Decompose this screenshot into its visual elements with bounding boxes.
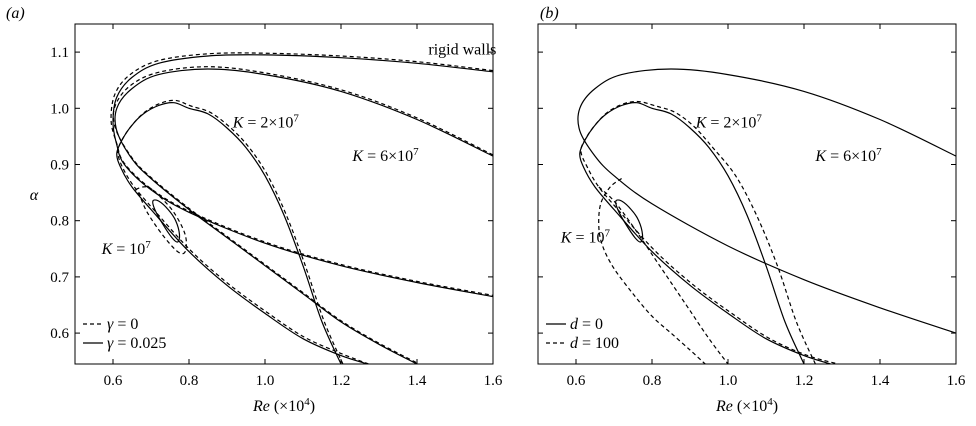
x-tick-label: 0.6 — [567, 373, 586, 389]
annotation: K = 2×107 — [232, 112, 300, 131]
panel-a: (a) 0.6 0.8 1.0 1.2 1.4 1.6 0.6 0.7 0.8 0.9 1.0 1.1 R… — [6, 5, 503, 415]
plot-frame — [537, 23, 957, 365]
series-line-4 — [116, 101, 368, 364]
legend-label: γ = 0.025 — [107, 335, 166, 352]
x-tick-label: 0.8 — [180, 373, 199, 389]
y-tick-label: 1.0 — [50, 101, 69, 117]
x-tick-label: 0.6 — [104, 373, 123, 389]
x-tick-label: 1.0 — [719, 373, 738, 389]
x-tick-label: 1.2 — [795, 373, 814, 389]
x-tick-label: 1.0 — [256, 373, 275, 389]
series-line-6 — [152, 199, 181, 243]
plot-frame — [74, 23, 494, 365]
annotation: K = 107 — [560, 228, 611, 247]
legend-label: d = 100 — [570, 335, 619, 352]
panel-label: (a) — [6, 5, 25, 22]
series-line-5 — [598, 186, 729, 364]
y-tick-label: 0.8 — [50, 214, 69, 230]
series-line-1 — [579, 101, 831, 364]
y-axis-label: α — [30, 187, 39, 204]
x-tick-label: 1.6 — [947, 373, 966, 389]
annotation: K = 2×107 — [695, 112, 763, 131]
y-tick-label: 0.6 — [50, 326, 69, 342]
series-line-1 — [110, 52, 493, 296]
series-line-3 — [112, 66, 493, 364]
series-line-0 — [577, 68, 956, 334]
series-line-0 — [112, 54, 493, 298]
annotation: K = 6×107 — [351, 146, 419, 165]
x-tick-label: 1.4 — [871, 373, 890, 389]
x-axis-label: Re (×104) — [252, 396, 315, 415]
series-line-2 — [114, 68, 493, 364]
x-tick-label: 0.8 — [643, 373, 662, 389]
series-line-4 — [598, 178, 706, 364]
series-line-5 — [117, 99, 369, 364]
x-tick-label: 1.2 — [332, 373, 351, 389]
x-axis-label: Re (×104) — [715, 396, 778, 415]
x-tick-label: 1.4 — [408, 373, 427, 389]
y-tick-label: 1.1 — [50, 45, 69, 61]
panel-b: (b) 0.6 0.8 1.0 1.2 1.4 1.6 Re (×104) K = 2×107 K… — [537, 5, 966, 415]
x-tick-label: 1.6 — [484, 373, 503, 389]
annotation: rigid walls — [428, 41, 496, 58]
annotation: K = 6×107 — [814, 146, 882, 165]
y-tick-label: 0.7 — [50, 270, 69, 286]
y-tick-label: 0.9 — [50, 157, 69, 173]
annotation: K = 107 — [101, 239, 152, 258]
series-line-3 — [615, 199, 644, 243]
series-line-2 — [580, 100, 839, 364]
legend-label: d = 0 — [570, 316, 603, 333]
series-line-7 — [134, 186, 187, 255]
legend-label: γ = 0 — [107, 316, 138, 333]
panel-label: (b) — [540, 5, 559, 22]
